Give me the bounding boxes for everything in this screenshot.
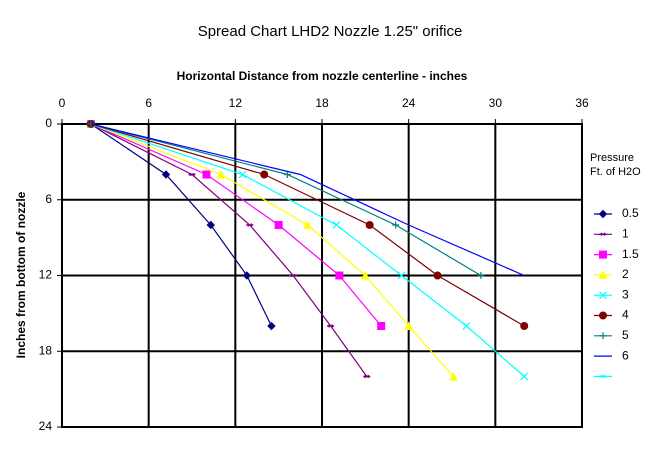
marker — [188, 173, 196, 176]
y-axis-title: Inches from bottom of nozzle — [14, 191, 28, 358]
marker — [267, 321, 276, 331]
legend-marker — [598, 270, 608, 279]
marker — [363, 375, 371, 378]
marker — [332, 221, 341, 229]
x-tick-label: 6 — [145, 96, 152, 110]
x-tick-label: 36 — [575, 96, 589, 110]
legend-title: Ft. of H2O — [590, 166, 641, 178]
legend-label: 4 — [622, 308, 629, 322]
marker — [449, 371, 458, 381]
marker — [404, 321, 413, 330]
marker — [397, 271, 406, 280]
legend-label: 3 — [622, 287, 629, 301]
x-tick-label: 18 — [315, 96, 329, 110]
x-tick-label: 12 — [229, 96, 243, 110]
legend-marker — [598, 209, 608, 219]
marker — [365, 221, 374, 229]
marker — [361, 270, 370, 280]
legend-title: Pressure — [590, 152, 634, 164]
marker — [377, 322, 386, 330]
marker — [242, 271, 252, 280]
marker — [206, 220, 215, 230]
series-line — [90, 123, 525, 377]
y-tick-label: 18 — [39, 343, 53, 357]
legend-marker — [599, 232, 607, 236]
legend-label: 0.5 — [622, 206, 639, 220]
marker — [335, 271, 344, 280]
legend-label: 2 — [622, 267, 629, 281]
x-tick-label: 24 — [402, 96, 416, 110]
marker — [520, 322, 529, 330]
legend-label: 5 — [622, 328, 629, 342]
legend-marker — [599, 311, 607, 320]
marker — [433, 271, 442, 280]
legend-marker — [599, 291, 607, 300]
legend-marker — [599, 332, 607, 340]
y-tick-label: 6 — [45, 192, 52, 206]
x-tick-label: 30 — [489, 96, 503, 110]
marker — [392, 221, 400, 229]
marker — [327, 324, 335, 328]
marker — [246, 223, 254, 227]
marker — [520, 372, 529, 381]
legend-marker — [599, 250, 607, 259]
marker — [274, 221, 283, 229]
marker — [260, 170, 269, 179]
marker — [477, 272, 485, 279]
series-line — [90, 123, 482, 277]
marker — [202, 170, 211, 179]
y-tick-label: 24 — [39, 419, 53, 433]
series-line — [90, 123, 525, 277]
y-tick-label: 0 — [45, 116, 52, 130]
marker — [283, 171, 291, 178]
x-tick-label: 0 — [59, 96, 66, 110]
legend-label: 1.5 — [622, 247, 639, 261]
legend-label: 6 — [622, 348, 629, 362]
marker — [216, 169, 226, 179]
marker — [161, 170, 171, 179]
marker — [238, 170, 247, 179]
marker — [303, 220, 312, 229]
legend-marker — [599, 374, 607, 378]
series-line — [90, 123, 454, 377]
legend-label: 1 — [622, 226, 629, 240]
marker — [289, 274, 297, 277]
marker — [462, 322, 471, 330]
chart-title: Spread Chart LHD2 Nozzle 1.25" orifice — [198, 23, 463, 40]
y-tick-label: 12 — [39, 268, 53, 282]
series-line — [90, 123, 368, 377]
x-axis-title: Horizontal Distance from nozzle centerli… — [177, 69, 468, 83]
